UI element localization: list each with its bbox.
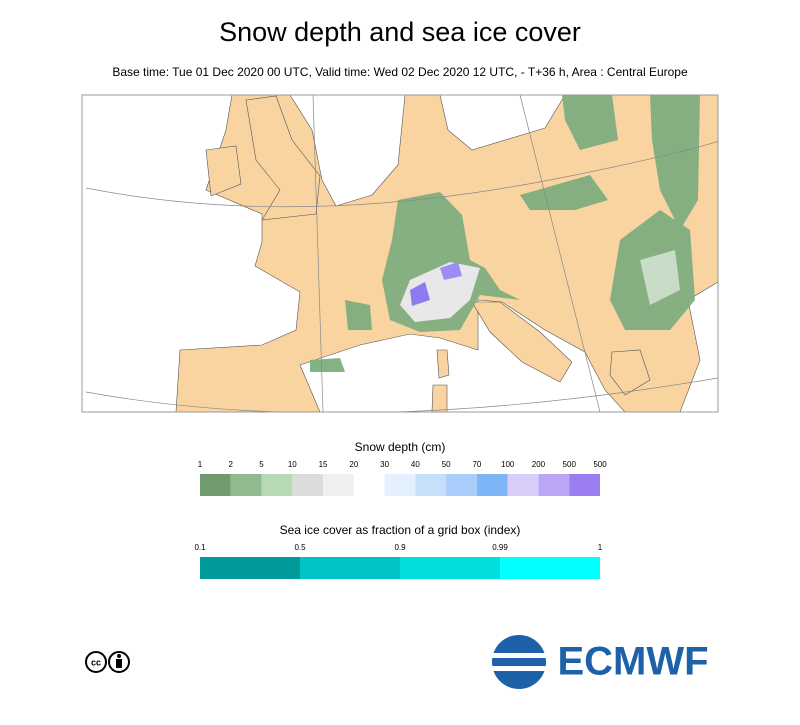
legend-tick-label: 15	[319, 460, 328, 469]
legend-tick-label: 70	[472, 460, 481, 469]
svg-text:cc: cc	[91, 657, 101, 667]
legend-tick-label: 1	[598, 543, 603, 552]
legend-tick-label: 0.5	[294, 543, 306, 552]
legend-swatch	[400, 557, 500, 579]
legend-tick-label: 100	[501, 460, 515, 469]
legend-swatch	[415, 474, 447, 496]
map	[81, 94, 719, 413]
legend-swatch	[507, 474, 539, 496]
legend-tick-label: 40	[411, 460, 420, 469]
legend-tick-label: 1	[198, 460, 203, 469]
islands	[205, 95, 651, 412]
legend-tick-label: 0.99	[492, 543, 508, 552]
legend-tick-label: 20	[349, 460, 358, 469]
legend-title: Snow depth (cm)	[355, 440, 446, 454]
title: Snow depth and sea ice cover	[219, 17, 581, 47]
legend-swatch	[200, 474, 231, 496]
legend-swatch	[500, 557, 600, 579]
legend-swatch	[476, 474, 508, 496]
legend-swatch	[446, 474, 477, 496]
legend-swatch	[292, 474, 324, 496]
snow-deep	[400, 250, 680, 322]
legend-tick-label: 10	[288, 460, 297, 469]
legend-swatch	[261, 474, 293, 496]
legend-swatch	[200, 557, 300, 579]
ecmwf-logo: ECMWF	[490, 635, 709, 689]
legend-tick-label: 2	[229, 460, 234, 469]
legend-swatch	[230, 474, 262, 496]
logo-text: ECMWF	[557, 640, 708, 684]
legend-tick-label: 0.9	[394, 543, 406, 552]
legend-tick-label: 30	[380, 460, 389, 469]
legend-swatch	[384, 474, 416, 496]
legend-tick-label: 50	[442, 460, 451, 469]
map-frame	[81, 94, 719, 413]
legend-swatch	[323, 474, 354, 496]
legend-tick-label: 0.1	[194, 543, 206, 552]
legend-tick-label: 500	[593, 460, 607, 469]
legend-tick-label: 5	[259, 460, 264, 469]
legend-swatch	[353, 474, 385, 496]
legend-swatch	[300, 557, 400, 579]
graticule	[85, 95, 718, 412]
legend-tick-label: 200	[532, 460, 546, 469]
sea	[82, 95, 718, 412]
legend-title: Sea ice cover as fraction of a grid box …	[280, 523, 521, 537]
legend-swatch	[538, 474, 570, 496]
legend-swatch	[569, 474, 600, 496]
subtitle: Base time: Tue 01 Dec 2020 00 UTC, Valid…	[112, 65, 688, 79]
cc-license-icon: cc	[85, 651, 130, 673]
legend-tick-label: 500	[563, 460, 577, 469]
